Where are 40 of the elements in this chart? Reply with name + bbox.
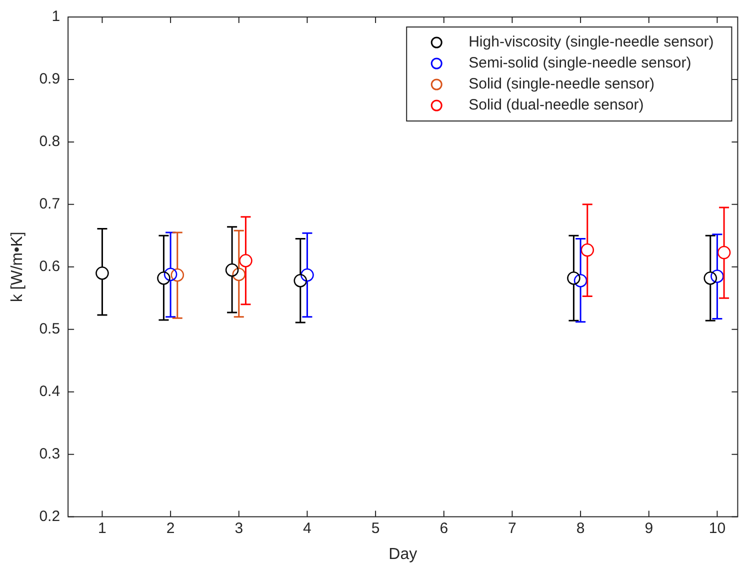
y-tick-label: 0.3 [39,445,60,462]
point [96,266,109,280]
point [232,268,246,282]
x-tick-label: 5 [371,520,380,537]
point [580,243,594,257]
point [225,263,239,277]
x-tick-label: 3 [234,520,244,537]
legend-label: High-viscosity (single-needle sensor) [468,34,714,51]
y-tick-label: 0.7 [39,196,60,213]
legend-label: Solid (dual-needle sensor) [468,96,644,114]
point [717,246,731,260]
legend-label: Semi-solid (single-needle sensor) [468,54,692,72]
x-tick-label: 10 [708,520,726,537]
point [294,274,308,288]
x-tick-label: 1 [98,520,106,537]
point [300,268,314,282]
x-tick-label: 7 [508,520,516,537]
point [170,268,184,282]
x-tick-label: 4 [303,520,312,537]
y-tick-label: 0.6 [39,258,60,276]
point [164,268,178,282]
x-tick-label: 8 [576,520,585,537]
x-axis-title: Day [388,546,418,563]
y-tick-label: 0.8 [39,133,60,150]
y-tick-label: 0.2 [39,508,60,525]
y-tick-label: 0.9 [39,70,60,88]
x-tick-label: 2 [166,520,175,537]
y-axis-title: k [W/m•K] [9,232,26,302]
y-tick-label: 1 [52,8,60,26]
y-tick-label: 0.5 [39,320,60,338]
point [157,271,170,285]
x-tick-label: 6 [440,520,448,537]
point [239,254,252,268]
y-tick-label: 0.4 [39,382,60,400]
point [704,271,718,285]
x-tick-label: 9 [644,520,654,537]
point [567,271,580,285]
point [710,270,724,283]
point [574,274,588,288]
legend-label: Solid (single-needle sensor) [468,76,655,93]
